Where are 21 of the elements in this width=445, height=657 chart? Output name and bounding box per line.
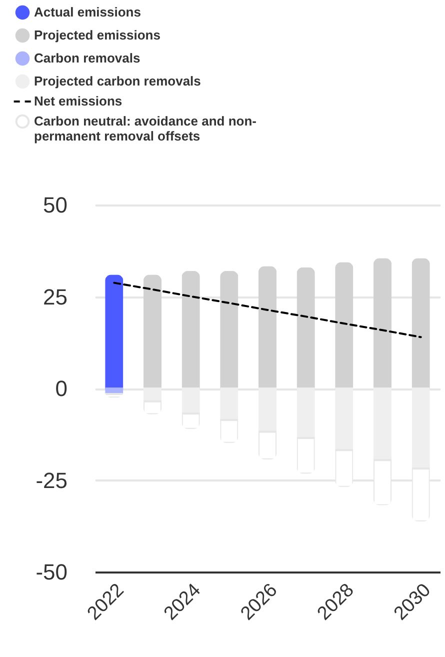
bar bbox=[374, 258, 392, 390]
bar bbox=[144, 274, 162, 390]
legend-label: Carbon removals bbox=[34, 50, 140, 66]
legend-label: Carbon neutral: avoidance and non-permanent removal offsets bbox=[34, 114, 256, 144]
legend-label: Actual emissions bbox=[34, 4, 141, 20]
bar bbox=[412, 258, 430, 390]
legend-label: Net emissions bbox=[34, 94, 122, 108]
line-series bbox=[113, 282, 422, 338]
bar bbox=[296, 267, 315, 390]
legend-label: Projected emissions bbox=[34, 28, 160, 42]
legend-label: Projected carbon removals bbox=[34, 74, 201, 88]
y-tick-label: 50 bbox=[43, 192, 68, 218]
y-tick-label: -50 bbox=[36, 560, 68, 584]
bar bbox=[335, 262, 354, 390]
bar bbox=[105, 274, 124, 390]
y-tick-label: 25 bbox=[43, 284, 68, 310]
y-tick-label: -25 bbox=[36, 468, 68, 493]
bar bbox=[182, 271, 200, 390]
y-tick-label: 0 bbox=[55, 376, 68, 401]
bar bbox=[220, 271, 238, 390]
bar bbox=[258, 266, 276, 390]
